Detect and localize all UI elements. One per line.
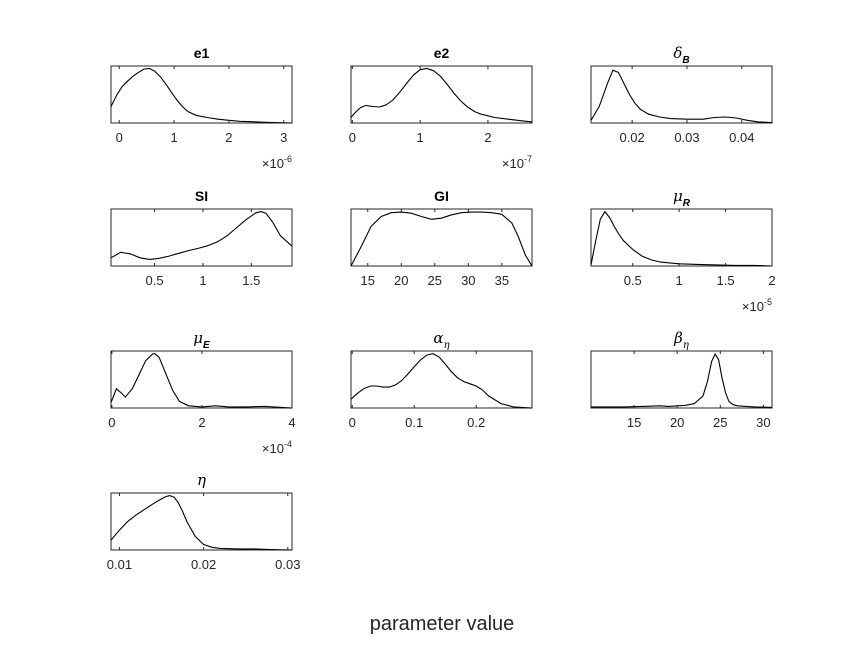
x-tick-label: 2 <box>225 130 232 145</box>
x-tick-label: 2 <box>768 273 775 288</box>
subplot-7: 0 2 4 ×10-4 μE <box>108 329 295 456</box>
x-tick-label: 4 <box>288 415 295 430</box>
x-tick-label: 1.5 <box>717 273 735 288</box>
subplot-axes-box <box>110 350 293 409</box>
x-tick-label: 2 <box>484 130 491 145</box>
x-tick-label: 1 <box>417 130 424 145</box>
subplot-title: GI <box>434 188 449 204</box>
figure-xlabel: parameter value <box>370 613 515 635</box>
density-curve <box>350 67 533 123</box>
x-tick-label: 2 <box>198 415 205 430</box>
x-exponent-label: ×10-5 <box>742 297 772 314</box>
x-tick-label: 0 <box>349 415 356 430</box>
subplot-5: 15 20 25 30 35 GI <box>350 188 533 288</box>
x-tick-label: 25 <box>428 273 442 288</box>
x-tick-label: 35 <box>495 273 509 288</box>
x-tick-label: 0.02 <box>191 557 216 572</box>
subplot-axes-box <box>110 208 293 267</box>
subplot-title: δB <box>673 44 689 66</box>
x-tick-label: 0.01 <box>107 557 132 572</box>
x-tick-label: 0.03 <box>674 130 699 145</box>
x-tick-label: 3 <box>280 130 287 145</box>
x-tick-label: 0.03 <box>275 557 300 572</box>
x-exponent-label: ×10-7 <box>502 154 532 171</box>
subplot-6: 0.5 1 1.5 2 ×10-5 μR <box>590 187 776 314</box>
subplot-title: βη <box>673 329 689 351</box>
subplot-title: η <box>197 471 206 489</box>
x-tick-label: 0.04 <box>729 130 754 145</box>
x-tick-label: 0.1 <box>405 415 423 430</box>
subplot-10: 0.01 0.02 0.03 η <box>107 471 301 572</box>
subplot-axes-box <box>590 350 773 409</box>
subplot-title: SI <box>195 188 208 204</box>
x-tick-label: 1 <box>199 273 206 288</box>
subplot-title: e1 <box>194 45 210 61</box>
x-tick-label: 0.5 <box>624 273 642 288</box>
x-tick-label: 15 <box>361 273 375 288</box>
x-tick-label: 0.5 <box>146 273 164 288</box>
subplot-axes-box <box>110 65 293 124</box>
x-tick-label: 0 <box>349 130 356 145</box>
subplot-title: μE <box>193 329 210 351</box>
density-curve <box>350 211 533 267</box>
x-tick-label: 1.5 <box>242 273 260 288</box>
subplot-axes-box <box>590 208 773 267</box>
subplot-1: 0 1 2 3 ×10-6 e1 <box>110 45 293 171</box>
subplot-axes-box <box>590 65 773 124</box>
subplot-title: μR <box>673 187 691 209</box>
subplot-4: 0.5 1 1.5 SI <box>110 188 293 288</box>
subplot-3: 0.02 0.03 0.04 δB <box>590 44 773 145</box>
x-tick-label: 0.2 <box>467 415 485 430</box>
x-tick-label: 15 <box>627 415 641 430</box>
density-curve <box>110 353 293 409</box>
x-tick-label: 30 <box>756 415 770 430</box>
x-tick-label: 0 <box>116 130 123 145</box>
x-tick-label: 0.02 <box>619 130 644 145</box>
subplot-title: e2 <box>434 45 450 61</box>
subplot-9: 15 20 25 30 βη <box>590 329 773 430</box>
density-curve <box>590 210 773 267</box>
x-tick-label: 1 <box>170 130 177 145</box>
x-tick-label: 25 <box>713 415 727 430</box>
subplot-axes-box <box>110 492 293 551</box>
x-tick-label: 1 <box>676 273 683 288</box>
density-curve <box>590 69 773 124</box>
density-curve <box>350 353 533 409</box>
density-curve <box>110 495 293 551</box>
subplot-axes-box <box>350 65 533 124</box>
subplot-title: αη <box>433 329 449 351</box>
subplot-8: 0 0.1 0.2 αη <box>349 329 533 430</box>
density-curve <box>110 211 293 260</box>
density-curve <box>110 67 293 124</box>
x-tick-label: 30 <box>461 273 475 288</box>
x-exponent-label: ×10-6 <box>262 154 292 171</box>
x-tick-label: 20 <box>670 415 684 430</box>
subplot-2: 0 1 2 ×10-7 e2 <box>349 45 533 171</box>
x-exponent-label: ×10-4 <box>262 439 292 456</box>
x-tick-label: 20 <box>394 273 408 288</box>
x-tick-label: 0 <box>108 415 115 430</box>
density-curve <box>591 352 773 408</box>
